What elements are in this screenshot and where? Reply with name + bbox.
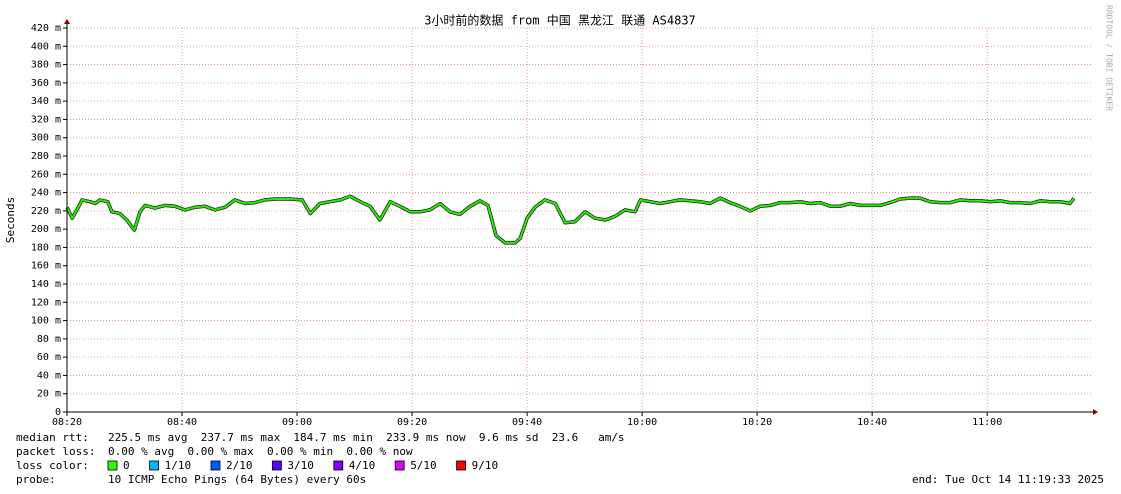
loss-color-label: loss color:	[16, 459, 89, 472]
x-tick-label: 09:20	[397, 417, 427, 428]
loss-label: 2/10	[226, 459, 253, 472]
y-tick-label: 260 m	[31, 169, 61, 180]
median-line	[66, 195, 1075, 244]
y-tick-label: 280 m	[31, 151, 61, 162]
y-tick-label: 320 m	[31, 114, 61, 125]
plot	[65, 194, 1076, 245]
loss-label: 1/10	[165, 459, 192, 472]
x-tick-label: 11:00	[972, 417, 1002, 428]
x-tick-label: 10:40	[857, 417, 887, 428]
probe-text: 10 ICMP Echo Pings (64 Bytes) every 60s	[108, 473, 366, 486]
loss-swatch	[333, 460, 344, 471]
legend-loss-stats: 0.00 % avg 0.00 % max 0.00 % min 0.00 % …	[108, 445, 413, 458]
y-tick-label: 220 m	[31, 206, 61, 217]
y-tick-label: 0	[55, 407, 61, 418]
x-tick-label: 10:20	[742, 417, 772, 428]
y-tick-label: 80 m	[37, 334, 61, 345]
legend-median-label: median rtt:	[16, 431, 89, 444]
watermark: RRDTOOL / TOBI OETIKER	[1105, 5, 1114, 111]
grid	[63, 27, 1093, 416]
probe-label: probe:	[16, 473, 56, 486]
y-tick-label: 20 m	[37, 389, 61, 400]
y-axis-arrow	[64, 19, 70, 24]
loss-label: 4/10	[349, 459, 376, 472]
loss-swatch	[210, 460, 221, 471]
loss-swatch	[107, 460, 118, 471]
x-tick-label: 10:00	[627, 417, 657, 428]
y-tick-label: 340 m	[31, 96, 61, 107]
y-tick-label: 140 m	[31, 279, 61, 290]
loss-label: 3/10	[287, 459, 314, 472]
legend-loss-label: packet loss:	[16, 445, 95, 458]
x-tick-label: 09:00	[282, 417, 312, 428]
y-tick-label: 380 m	[31, 60, 61, 71]
loss-label: 0	[123, 459, 130, 472]
loss-label: 9/10	[472, 459, 499, 472]
y-tick-label: 40 m	[37, 370, 61, 381]
x-axis-arrow	[1093, 409, 1098, 415]
loss-label: 5/10	[410, 459, 437, 472]
loss-swatch	[149, 460, 160, 471]
y-tick-label: 360 m	[31, 78, 61, 89]
x-tick-label: 09:40	[512, 417, 542, 428]
y-tick-label: 300 m	[31, 133, 61, 144]
x-tick-label: 08:40	[167, 417, 197, 428]
y-tick-label: 160 m	[31, 261, 61, 272]
y-tick-label: 180 m	[31, 242, 61, 253]
loss-swatch	[456, 460, 467, 471]
loss-color-legend: 0 1/10 2/10 3/10 4/10 5/10 9/10	[107, 459, 499, 472]
y-tick-label: 100 m	[31, 316, 61, 327]
y-tick-label: 60 m	[37, 352, 61, 363]
x-tick-label: 08:20	[52, 417, 82, 428]
legend-median-stats: 225.5 ms avg 237.7 ms max 184.7 ms min 2…	[108, 431, 625, 444]
loss-swatch	[394, 460, 405, 471]
y-tick-label: 200 m	[31, 224, 61, 235]
y-axis-label: Seconds	[4, 197, 17, 243]
end-time: end: Tue Oct 14 11:19:33 2025	[912, 473, 1104, 486]
y-tick-label: 400 m	[31, 41, 61, 52]
loss-swatch	[271, 460, 282, 471]
y-tick-label: 240 m	[31, 188, 61, 199]
y-tick-label: 420 m	[31, 23, 61, 34]
y-tick-label: 120 m	[31, 297, 61, 308]
chart-title: 3小时前的数据 from 中国 黑龙江 联通 AS4837	[424, 13, 696, 28]
